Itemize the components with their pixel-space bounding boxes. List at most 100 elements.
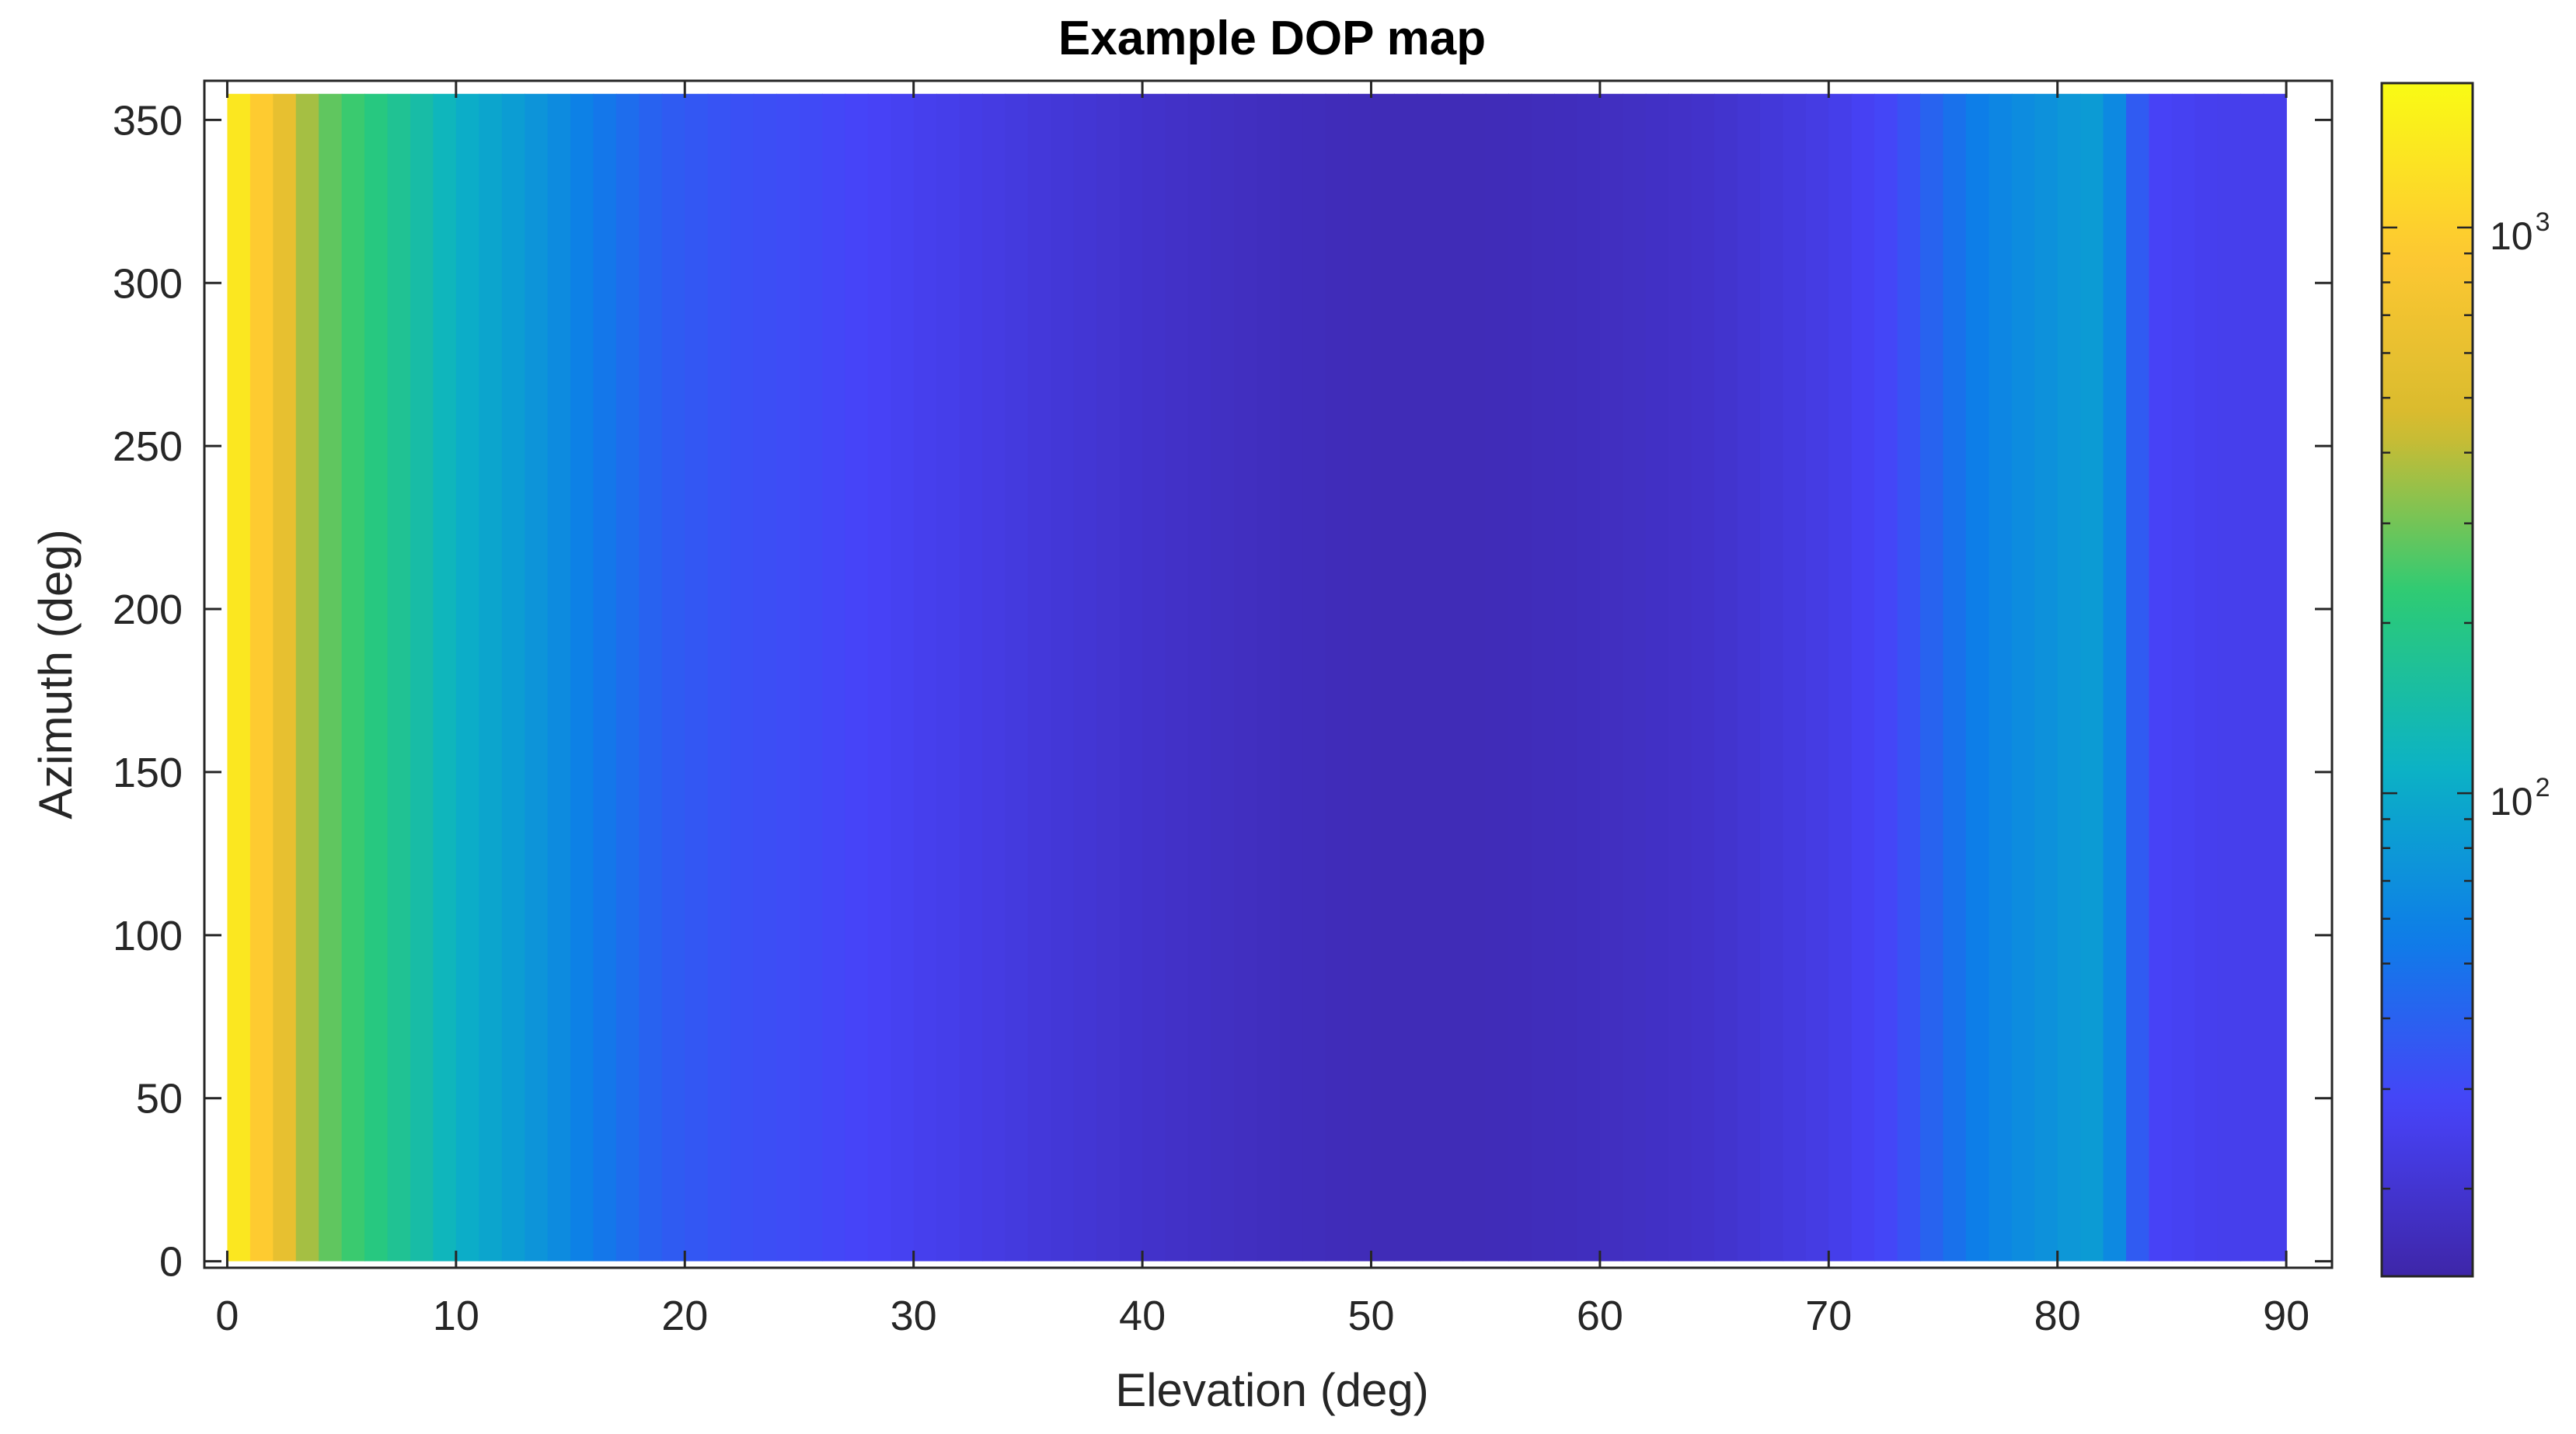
y-tick-label: 50	[136, 1076, 183, 1122]
heatmap-column	[501, 93, 525, 1262]
heatmap-column	[753, 93, 777, 1262]
heatmap-column	[1302, 93, 1326, 1262]
heatmap-column	[1759, 93, 1784, 1262]
x-axis: 0 10 20 30 40 50 60 70 80 90	[215, 81, 2309, 1339]
heatmap-column	[249, 93, 274, 1262]
x-axis-title: Elevation (deg)	[1115, 1364, 1429, 1416]
heatmap-column	[639, 93, 663, 1262]
heatmap-column	[1897, 93, 1921, 1262]
heatmap-column	[1737, 93, 1761, 1262]
heatmap-column	[1462, 93, 1487, 1262]
heatmap-column	[1439, 93, 1464, 1262]
colorbar-tick-label: 103	[2490, 207, 2550, 258]
heatmap-column	[319, 93, 343, 1262]
y-tick-label: 100	[113, 913, 183, 959]
colorbar-gradient	[2382, 83, 2473, 1276]
heatmap-column	[1691, 93, 1715, 1262]
x-tick-label: 60	[1577, 1293, 1623, 1339]
heatmap-column	[1393, 93, 1418, 1262]
heatmap-column	[799, 93, 823, 1262]
heatmap-column	[707, 93, 731, 1262]
heatmap-column	[1943, 93, 1967, 1262]
heatmap-column	[2011, 93, 2036, 1262]
heatmap-column	[1668, 93, 1692, 1262]
x-tick-label: 20	[661, 1293, 708, 1339]
heatmap-column	[1874, 93, 1898, 1262]
heatmap-column	[295, 93, 319, 1262]
heatmap-column	[2080, 93, 2104, 1262]
heatmap-column	[341, 93, 365, 1262]
heatmap	[227, 93, 2287, 1262]
heatmap-column	[1073, 93, 1097, 1262]
heatmap-column	[661, 93, 686, 1262]
heatmap-column	[570, 93, 594, 1262]
heatmap-column	[1027, 93, 1052, 1262]
heatmap-column	[981, 93, 1006, 1262]
heatmap-column	[1599, 93, 1624, 1262]
y-tick-label: 0	[159, 1239, 183, 1286]
heatmap-column	[1211, 93, 1235, 1262]
chart-title: Example DOP map	[1058, 12, 1486, 65]
heatmap-column	[776, 93, 800, 1262]
heatmap-column	[593, 93, 617, 1262]
heatmap-column	[227, 93, 251, 1262]
heatmap-column	[959, 93, 983, 1262]
heatmap-column	[867, 93, 892, 1262]
y-tick-label: 200	[113, 586, 183, 633]
colorbar-frame	[2380, 82, 2474, 1278]
heatmap-column	[479, 93, 503, 1262]
heatmap-column	[821, 93, 846, 1262]
heatmap-column	[1005, 93, 1029, 1262]
heatmap-column	[2057, 93, 2081, 1262]
x-tick-label: 70	[1805, 1293, 1852, 1339]
x-tick-label: 40	[1119, 1293, 1166, 1339]
heatmap-column	[2126, 93, 2150, 1262]
x-tick-label: 0	[215, 1293, 239, 1339]
heatmap-column	[891, 93, 915, 1262]
heatmap-column	[525, 93, 549, 1262]
heatmap-column	[913, 93, 937, 1262]
y-axis-title: Azimuth (deg)	[30, 529, 82, 819]
y-tick-label: 250	[113, 423, 183, 470]
heatmap-column	[1577, 93, 1601, 1262]
heatmap-column	[1371, 93, 1395, 1262]
heatmap-column	[387, 93, 411, 1262]
heatmap-column	[1119, 93, 1143, 1262]
heatmap-column	[1851, 93, 1875, 1262]
heatmap-column	[2171, 93, 2196, 1262]
heatmap-column	[2103, 93, 2127, 1262]
heatmap-column	[1645, 93, 1670, 1262]
heatmap-column	[2149, 93, 2173, 1262]
heatmap-column	[936, 93, 960, 1262]
x-tick-label: 80	[2034, 1293, 2081, 1339]
heatmap-column	[547, 93, 571, 1262]
heatmap-column	[2240, 93, 2264, 1262]
heatmap-column	[2034, 93, 2058, 1262]
heatmap-column	[433, 93, 457, 1262]
y-tick-label: 150	[113, 750, 183, 796]
colorbar: 102 103	[2380, 82, 2550, 1278]
heatmap-column	[1257, 93, 1281, 1262]
heatmap-column	[1348, 93, 1372, 1262]
heatmap-column	[410, 93, 434, 1262]
x-tick-label: 90	[2263, 1293, 2309, 1339]
heatmap-column	[2194, 93, 2219, 1262]
heatmap-column	[1623, 93, 1647, 1262]
heatmap-column	[364, 93, 389, 1262]
heatmap-column	[1233, 93, 1258, 1262]
y-tick-label: 350	[113, 97, 183, 144]
heatmap-column	[273, 93, 297, 1262]
heatmap-column	[1325, 93, 1349, 1262]
heatmap-column	[730, 93, 755, 1262]
x-tick-label: 30	[891, 1293, 937, 1339]
heatmap-column	[2263, 93, 2287, 1262]
heatmap-column	[2217, 93, 2242, 1262]
heatmap-column	[1485, 93, 1509, 1262]
colorbar-tick-label: 102	[2490, 773, 2550, 823]
heatmap-column	[845, 93, 869, 1262]
heatmap-column	[685, 93, 709, 1262]
heatmap-column	[1096, 93, 1121, 1262]
x-tick-label: 10	[433, 1293, 479, 1339]
heatmap-column	[615, 93, 640, 1262]
